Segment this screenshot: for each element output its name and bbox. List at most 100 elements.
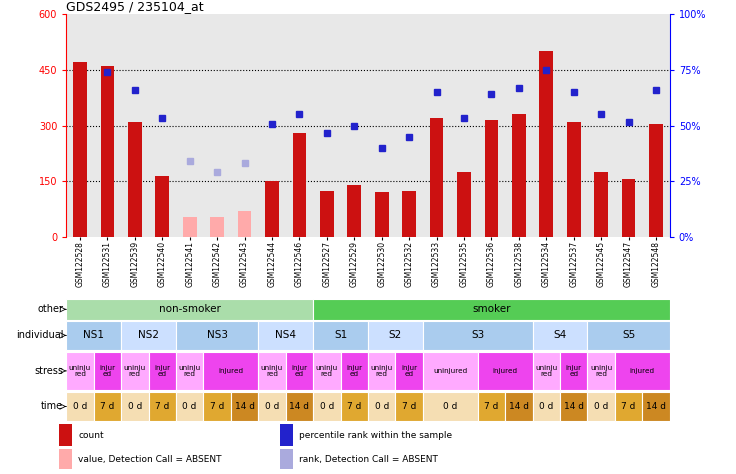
Bar (183, 217, 197, 237)
Bar (423, 392, 478, 421)
Bar (560, 352, 587, 390)
Bar (533, 320, 587, 350)
Bar (176, 320, 258, 350)
Bar (210, 217, 224, 237)
Text: injur
ed: injur ed (566, 365, 581, 377)
Text: non-smoker: non-smoker (159, 304, 221, 314)
Bar (457, 172, 471, 237)
Text: GDS2495 / 235104_at: GDS2495 / 235104_at (66, 0, 204, 13)
Text: injured: injured (630, 368, 655, 374)
Text: S4: S4 (553, 330, 567, 340)
Bar (149, 392, 176, 421)
Bar (484, 120, 498, 237)
Bar (280, 425, 293, 446)
Bar (539, 51, 553, 237)
Bar (121, 320, 176, 350)
Bar (587, 320, 670, 350)
Text: 0 d: 0 d (73, 402, 87, 411)
Bar (155, 176, 169, 237)
Bar (533, 392, 560, 421)
Text: S5: S5 (622, 330, 635, 340)
Bar (176, 392, 203, 421)
Bar (643, 392, 670, 421)
Text: 0 d: 0 d (127, 402, 142, 411)
Text: uninju
red: uninju red (371, 365, 393, 377)
Text: NS2: NS2 (138, 330, 159, 340)
Text: value, Detection Call = ABSENT: value, Detection Call = ABSENT (78, 456, 222, 464)
Text: time: time (41, 401, 63, 411)
Bar (66, 392, 93, 421)
Text: S3: S3 (471, 330, 484, 340)
Bar (121, 392, 149, 421)
Text: 7 d: 7 d (155, 402, 169, 411)
Bar (395, 352, 423, 390)
Bar (101, 66, 114, 237)
Bar (560, 392, 587, 421)
Bar (121, 352, 149, 390)
Bar (478, 392, 505, 421)
Text: 0 d: 0 d (443, 402, 458, 411)
Bar (423, 352, 478, 390)
Bar (203, 352, 258, 390)
Bar (505, 392, 533, 421)
Text: injur
ed: injur ed (155, 365, 170, 377)
Text: stress: stress (34, 366, 63, 376)
Text: 14 d: 14 d (289, 402, 309, 411)
Bar (423, 320, 533, 350)
Bar (238, 211, 252, 237)
Text: uninju
red: uninju red (261, 365, 283, 377)
Bar (341, 352, 368, 390)
Bar (292, 133, 306, 237)
Bar (149, 352, 176, 390)
Bar (66, 352, 93, 390)
Bar (93, 352, 121, 390)
Bar (66, 299, 313, 319)
Text: smoker: smoker (473, 304, 511, 314)
Text: injur
ed: injur ed (401, 365, 417, 377)
Bar (73, 63, 87, 237)
Bar (93, 392, 121, 421)
Bar (280, 449, 293, 470)
Bar (313, 352, 341, 390)
Text: count: count (78, 431, 104, 439)
Text: 0 d: 0 d (319, 402, 334, 411)
Text: 7 d: 7 d (402, 402, 417, 411)
Text: 0 d: 0 d (539, 402, 553, 411)
Bar (286, 392, 313, 421)
Bar (395, 392, 423, 421)
Bar (313, 392, 341, 421)
Text: 7 d: 7 d (100, 402, 115, 411)
Text: injur
ed: injur ed (346, 365, 362, 377)
Bar (430, 118, 443, 237)
Bar (368, 392, 395, 421)
Text: 14 d: 14 d (509, 402, 529, 411)
Text: NS3: NS3 (207, 330, 227, 340)
Text: 7 d: 7 d (484, 402, 498, 411)
Text: uninju
red: uninju red (124, 365, 146, 377)
Bar (587, 392, 615, 421)
Text: percentile rank within the sample: percentile rank within the sample (299, 431, 452, 439)
Text: NS1: NS1 (83, 330, 105, 340)
Bar (347, 185, 361, 237)
Bar (615, 352, 670, 390)
Bar (313, 299, 670, 319)
Text: injured: injured (219, 368, 244, 374)
Text: injur
ed: injur ed (99, 365, 116, 377)
Bar (622, 180, 635, 237)
Bar (286, 352, 313, 390)
Text: 7 d: 7 d (210, 402, 224, 411)
Text: 0 d: 0 d (375, 402, 389, 411)
Text: 0 d: 0 d (265, 402, 279, 411)
Bar (567, 122, 581, 237)
Bar (258, 352, 286, 390)
Text: uninjured: uninjured (434, 368, 467, 374)
Bar (615, 392, 643, 421)
Bar (320, 191, 333, 237)
Text: individual: individual (15, 330, 63, 340)
Bar (258, 320, 313, 350)
Text: 14 d: 14 d (235, 402, 255, 411)
Bar (403, 191, 416, 237)
Bar (313, 320, 368, 350)
Text: NS4: NS4 (275, 330, 296, 340)
Bar (595, 172, 608, 237)
